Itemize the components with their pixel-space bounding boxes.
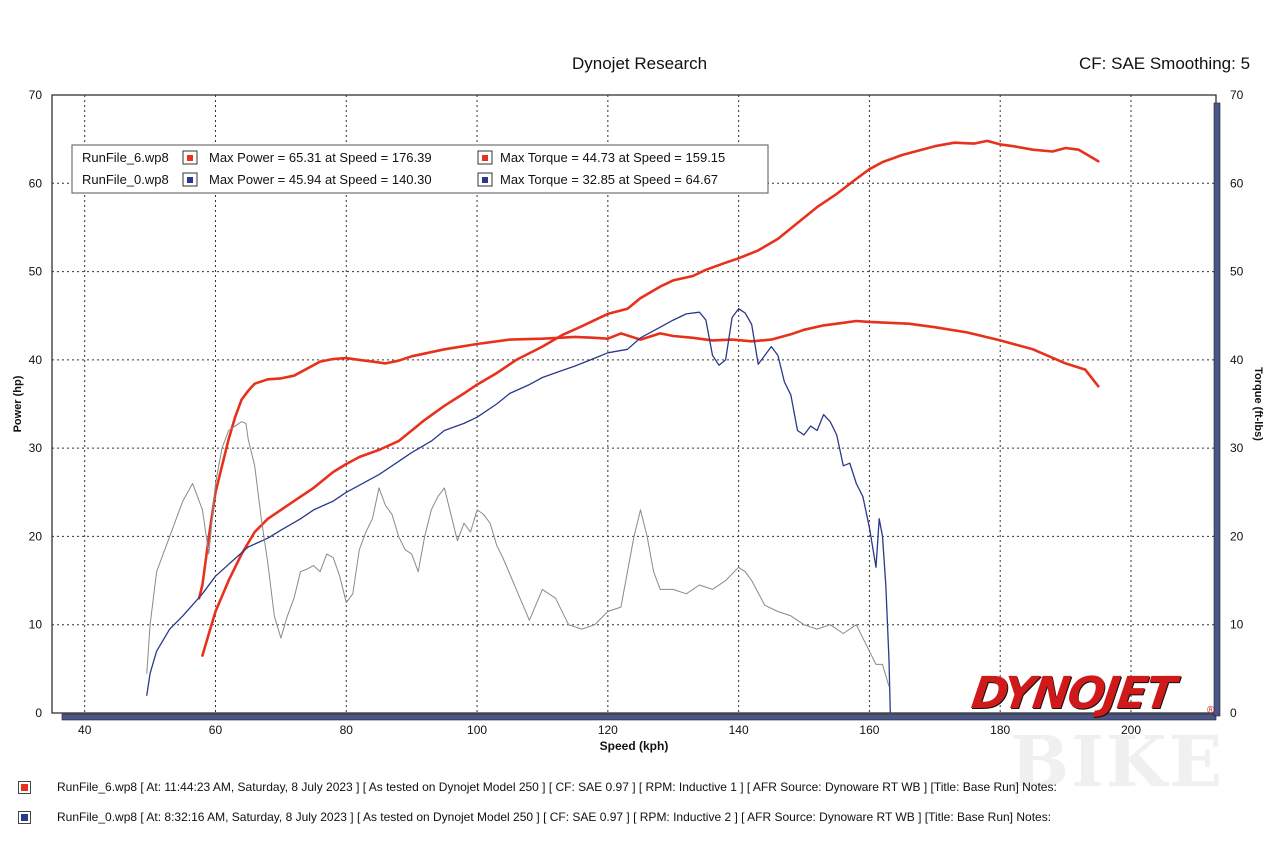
footer-run-6-text: RunFile_6.wp8 [ At: 11:44:23 AM, Saturda… (57, 780, 1057, 794)
footer-run-0-text: RunFile_0.wp8 [ At: 8:32:16 AM, Saturday… (57, 810, 1052, 824)
watermark: BIKE (1010, 720, 1225, 803)
x-tick-label: 120 (598, 723, 618, 737)
legend-torque-swatch-fill (482, 177, 488, 183)
x-tick-label: 140 (729, 723, 749, 737)
legend-torque-swatch-fill (482, 155, 488, 161)
registered-mark: ® (1207, 705, 1215, 716)
series-line-runfile-0-wp8-max-torque (146, 421, 890, 687)
series (146, 139, 1100, 714)
y2-tick-label: 60 (1230, 176, 1244, 190)
footer-run-6: RunFile_6.wp8 [ At: 11:44:23 AM, Saturda… (18, 780, 1057, 794)
y2-axis-label: Torque (ft-lbs) (1252, 367, 1264, 441)
run-6-swatch (18, 780, 31, 794)
y2-tick-label: 30 (1230, 441, 1244, 455)
series-line-runfile-0-wp8-max-power (146, 308, 891, 714)
chart-title: Dynojet Research (572, 54, 708, 73)
footer-run-0: RunFile_0.wp8 [ At: 8:32:16 AM, Saturday… (18, 810, 1051, 824)
axes: 40 60 80 100 120 140 160 180 200 0 0 10 10 20 20 30 30 40… (12, 88, 1264, 753)
legend-max-power: Max Power = 65.31 at Speed = 176.39 (209, 150, 432, 165)
x-tick-label: 100 (467, 723, 487, 737)
legend: RunFile_6.wp8 Max Power = 65.31 at Speed … (71, 144, 769, 194)
x-tick-label: 200 (1121, 723, 1141, 737)
x-tick-label: 80 (340, 723, 354, 737)
y2-tick-label: 10 (1230, 618, 1244, 632)
y2-tick-label: 20 (1230, 529, 1244, 543)
y2-tick-label: 0 (1230, 706, 1237, 720)
y-tick-label: 30 (29, 441, 43, 455)
y-tick-label: 20 (29, 529, 43, 543)
y2-tick-label: 40 (1230, 353, 1244, 367)
y2-tick-label: 50 (1230, 265, 1244, 279)
legend-file-name: RunFile_0.wp8 (82, 172, 169, 187)
x-axis-bar (61, 713, 1217, 721)
legend-max-torque: Max Torque = 32.85 at Speed = 64.67 (500, 172, 718, 187)
x-axis-label: Speed (kph) (600, 739, 669, 753)
y-tick-label: 10 (29, 618, 43, 632)
x-tick-label: 60 (209, 723, 223, 737)
legend-power-swatch-fill (187, 155, 193, 161)
y-tick-label: 60 (29, 176, 43, 190)
run-0-swatch (18, 810, 31, 824)
x-tick-label: 40 (78, 723, 92, 737)
dynojet-logo: DYNOJET (968, 668, 1178, 719)
legend-max-torque: Max Torque = 44.73 at Speed = 159.15 (500, 150, 725, 165)
y2-axis-bar (1213, 102, 1221, 717)
y-tick-label: 50 (29, 265, 43, 279)
series-line-runfile-6-wp8-max-torque (197, 319, 1100, 600)
y2-tick-label: 70 (1230, 88, 1244, 102)
legend-power-swatch-fill (187, 177, 193, 183)
y-axis-label: Power (hp) (12, 375, 24, 432)
y-tick-label: 0 (35, 706, 42, 720)
y-tick-label: 70 (29, 88, 43, 102)
series-line-runfile-6-wp8-max-power (201, 139, 1100, 657)
x-tick-label: 180 (990, 723, 1010, 737)
y-tick-label: 40 (29, 353, 43, 367)
x-tick-label: 160 (859, 723, 879, 737)
legend-max-power: Max Power = 45.94 at Speed = 140.30 (209, 172, 432, 187)
legend-file-name: RunFile_6.wp8 (82, 150, 169, 165)
cf-smoothing-label: CF: SAE Smoothing: 5 (1079, 54, 1251, 73)
